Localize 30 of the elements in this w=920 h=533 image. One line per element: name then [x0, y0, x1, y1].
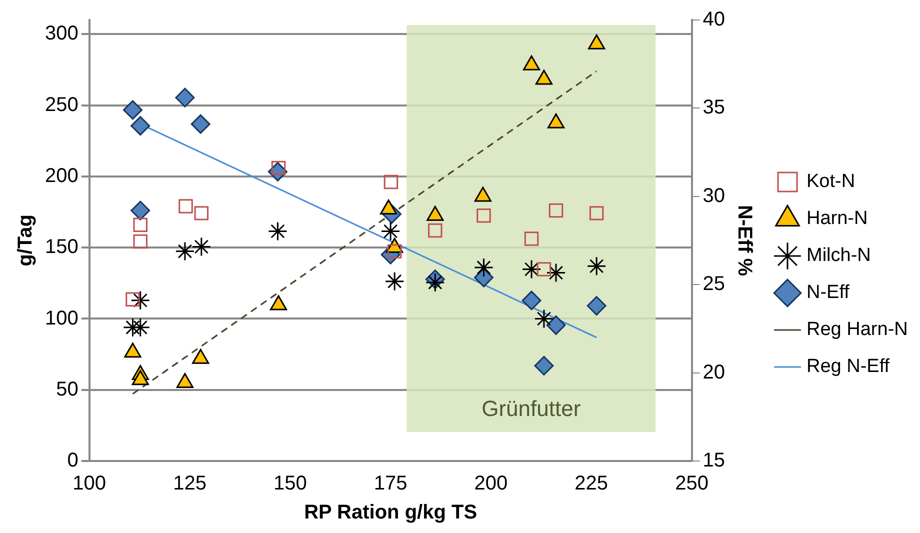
- y-tick-label: 200: [44, 165, 78, 187]
- y2-tick-label: 35: [702, 96, 726, 119]
- y-tick-label: 100: [44, 307, 78, 330]
- x-tick-label: 100: [72, 472, 106, 495]
- x-tick-label: 200: [474, 472, 508, 495]
- y-tick-label: 0: [67, 450, 78, 472]
- y2-axis-title: N-Eff %: [733, 204, 756, 276]
- x-tick-label: 150: [273, 472, 307, 495]
- y2-tick-label: 20: [702, 361, 726, 384]
- y-tick-label: 250: [44, 94, 78, 116]
- x-tick-label: 175: [374, 472, 408, 495]
- y-tick-label: 50: [56, 378, 78, 400]
- legend-label: Milch-N: [806, 245, 871, 266]
- x-tick-label: 225: [574, 472, 608, 495]
- y2-tick-label: 25: [702, 273, 726, 296]
- x-tick-label: 250: [675, 472, 708, 495]
- y2-tick-label: 40: [702, 8, 726, 31]
- y2-tick-label: 30: [702, 184, 726, 207]
- x-axis-title: RP Ration g/kg TS: [304, 502, 478, 524]
- x-tick-label: 125: [173, 472, 206, 495]
- legend-label: Reg Harn-N: [806, 319, 908, 340]
- y-axis-title: g/Tag: [14, 214, 37, 266]
- legend-label: N-Eff: [806, 282, 850, 304]
- y2-tick-label: 15: [702, 450, 726, 472]
- legend-label: Kot-N: [806, 171, 856, 192]
- legend-label: Reg N-Eff: [806, 356, 890, 378]
- y-tick-label: 150: [44, 236, 78, 258]
- legend-label: Harn-N: [806, 208, 868, 230]
- y-tick-label: 300: [44, 22, 78, 45]
- band-label: Grünfutter: [482, 396, 581, 422]
